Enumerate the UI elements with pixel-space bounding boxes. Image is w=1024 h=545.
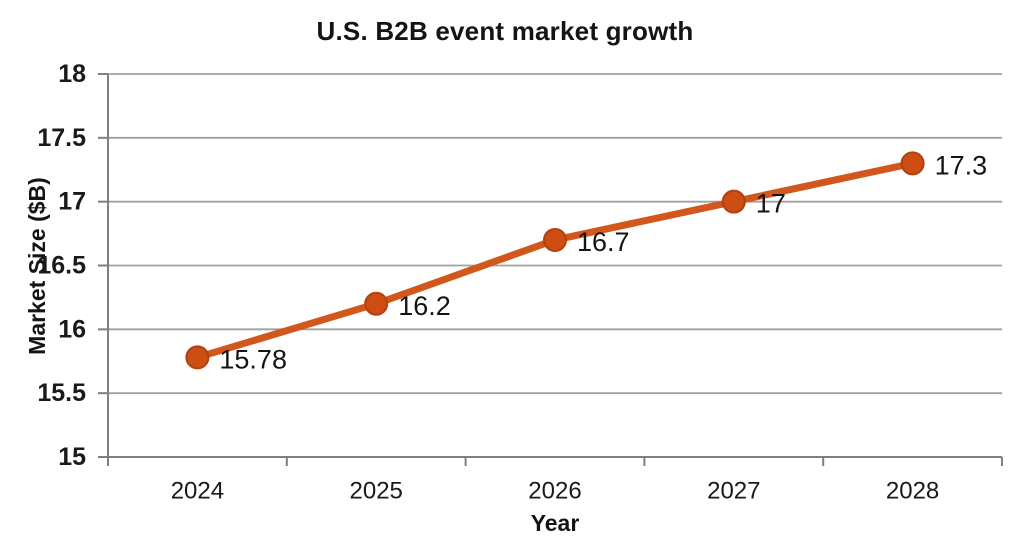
data-point-marker — [900, 151, 925, 176]
data-point-marker — [721, 189, 746, 214]
data-point-marker — [543, 227, 567, 252]
y-tick-label: 15 — [58, 443, 86, 471]
x-tick-label: 2024 — [171, 478, 224, 505]
x-tick-label: 2025 — [350, 478, 403, 505]
y-tick-label: 16 — [58, 315, 86, 343]
line-series — [193, 159, 917, 361]
data-label: 17 — [756, 189, 786, 219]
data-label: 16.2 — [398, 291, 451, 321]
chart-title: U.S. B2B event market growth — [316, 16, 694, 46]
data-label: 15.78 — [219, 344, 287, 374]
x-tick-label: 2028 — [886, 478, 939, 505]
x-tick-label: 2026 — [528, 478, 581, 505]
y-tick-label: 18 — [58, 60, 86, 88]
x-axis-title: Year — [530, 510, 580, 536]
x-tick-label: 2027 — [707, 478, 760, 505]
y-tick-label: 15.5 — [37, 379, 86, 407]
y-tick-label: 16.5 — [37, 252, 86, 280]
y-tick-label: 17 — [58, 188, 86, 216]
data-label: 17.3 — [935, 150, 988, 180]
data-point-marker — [185, 345, 210, 370]
y-tick-label: 17.5 — [37, 124, 86, 152]
data-point-marker — [364, 291, 389, 316]
data-label: 16.7 — [577, 227, 630, 257]
